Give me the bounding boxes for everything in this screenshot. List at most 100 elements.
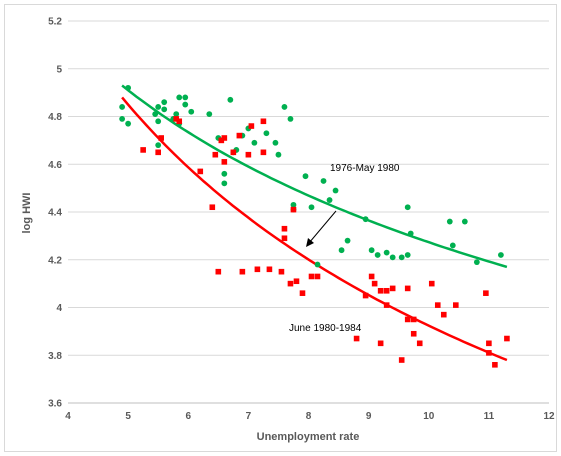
data-point-series-1 [299, 290, 306, 296]
data-point-series-1 [483, 290, 489, 296]
data-point-series-0 [449, 242, 456, 249]
x-tick-label: 11 [484, 411, 495, 422]
data-point-series-0 [287, 115, 294, 122]
x-tick-label: 9 [366, 411, 372, 422]
chart-frame [4, 4, 557, 452]
data-point-series-1 [434, 302, 441, 308]
data-point-series-1 [404, 316, 411, 323]
data-point-series-0 [227, 96, 234, 103]
data-point-series-1 [293, 278, 300, 285]
data-point-series-0 [263, 130, 270, 137]
data-point-series-1 [281, 235, 288, 242]
data-point-series-1 [266, 266, 273, 273]
data-point-series-0 [461, 218, 468, 225]
data-point-series-0 [155, 118, 162, 125]
data-point-series-0 [152, 111, 159, 118]
data-point-series-1 [383, 287, 390, 294]
data-point-series-0 [290, 201, 297, 208]
data-point-series-0 [188, 108, 195, 115]
data-point-series-0 [383, 249, 390, 256]
data-point-series-1 [158, 135, 164, 141]
x-tick-label: 10 [423, 411, 435, 422]
data-point-series-1 [221, 135, 228, 141]
data-point-series-0 [206, 111, 213, 118]
data-point-series-1 [410, 316, 417, 323]
data-point-series-1 [218, 137, 225, 144]
data-point-series-0 [272, 139, 279, 146]
data-point-series-0 [182, 101, 189, 108]
data-point-series-1 [212, 151, 219, 158]
data-point-series-1 [155, 149, 161, 156]
data-point-series-0 [125, 120, 132, 127]
y-tick-label: 4.6 [48, 160, 62, 171]
y-tick-label: 5 [56, 64, 62, 75]
annotations: 1976-May 1980 June 1980-1984 [289, 163, 400, 334]
data-point-series-0 [176, 94, 183, 101]
data-point-series-0 [302, 173, 309, 180]
data-point-series-1 [383, 302, 390, 308]
data-point-series-1 [221, 159, 228, 165]
data-point-series-0 [344, 237, 351, 244]
data-point-series-0 [173, 111, 180, 118]
data-point-series-1 [245, 151, 252, 158]
data-point-series-1 [230, 149, 237, 156]
data-point-series-1 [290, 206, 297, 213]
y-tick-label: 3.6 [48, 399, 62, 410]
data-point-series-0 [155, 142, 162, 149]
data-point-series-1 [215, 268, 222, 275]
data-points [119, 84, 510, 368]
data-point-series-1 [254, 266, 261, 273]
y-tick-label: 5.2 [48, 17, 62, 28]
data-point-series-0 [161, 99, 168, 106]
data-point-series-0 [155, 104, 162, 110]
data-point-series-0 [362, 216, 369, 223]
x-axis-title: Unemployment rate [257, 431, 360, 443]
data-point-series-1 [504, 335, 510, 342]
data-point-series-0 [338, 247, 345, 254]
data-point-series-1 [440, 311, 447, 318]
data-point-series-0 [281, 104, 288, 110]
data-point-series-1 [416, 340, 423, 347]
data-point-series-0 [221, 170, 228, 177]
annotation-arrow-head [306, 238, 314, 247]
data-point-series-0 [498, 252, 504, 258]
x-tick-label: 7 [246, 411, 252, 422]
data-point-series-1 [492, 362, 498, 368]
data-point-series-0 [368, 247, 375, 254]
y-tick-label: 3.8 [48, 351, 62, 362]
data-point-series-1 [353, 335, 360, 342]
data-point-series-1 [398, 357, 405, 363]
data-point-series-0 [446, 218, 453, 225]
annotation-arrow-line [308, 210, 337, 244]
data-point-series-0 [404, 252, 411, 258]
data-point-series-1 [453, 302, 459, 308]
data-point-series-1 [314, 273, 321, 280]
y-tick-label: 4.2 [48, 255, 62, 266]
y-tick-label: 4 [56, 303, 62, 314]
data-point-series-1 [260, 149, 267, 156]
x-tick-label: 6 [185, 411, 191, 422]
data-point-series-0 [320, 178, 327, 184]
data-point-series-1 [368, 273, 375, 280]
data-point-series-1 [486, 340, 492, 347]
data-point-series-1 [428, 280, 435, 287]
x-tick-label: 8 [306, 411, 312, 422]
data-point-series-1 [404, 285, 411, 292]
annotation-june-1980-1984: June 1980-1984 [289, 323, 362, 334]
data-point-series-1 [362, 292, 369, 299]
axes: 3.6 3.8 4 4.2 4.4 4.6 4.8 5 5.2 4 5 6 7 8 9 10 11 12 [48, 17, 555, 423]
data-point-series-0 [332, 187, 339, 194]
data-point-series-1 [176, 118, 183, 125]
data-point-series-1 [278, 268, 285, 275]
data-point-series-1 [140, 147, 146, 153]
data-point-series-1 [197, 168, 204, 175]
data-point-series-1 [173, 116, 180, 122]
data-point-series-1 [281, 225, 288, 232]
data-point-series-1 [287, 280, 294, 287]
data-point-series-0 [161, 106, 168, 113]
data-point-series-1 [260, 118, 267, 125]
data-point-series-0 [398, 254, 405, 261]
x-tick-label: 4 [65, 411, 71, 422]
data-point-series-1 [486, 350, 492, 356]
data-point-series-0 [374, 252, 381, 258]
